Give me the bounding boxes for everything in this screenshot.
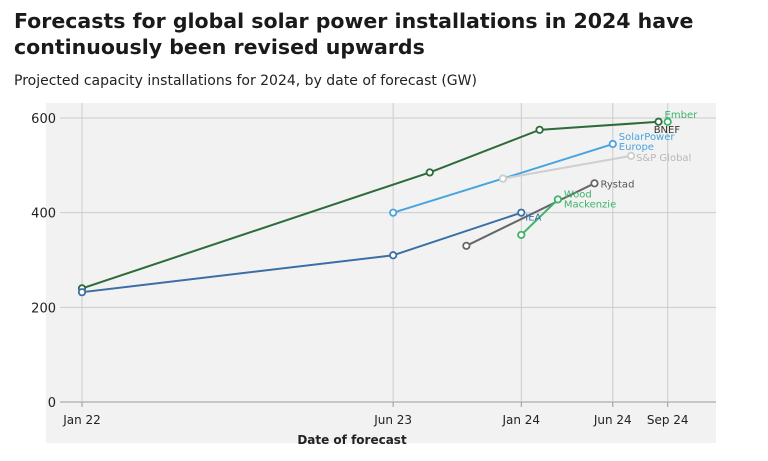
series-label-line: Mackenzie xyxy=(564,199,616,210)
data-point xyxy=(77,288,87,297)
data-point xyxy=(626,151,636,160)
x-tick-label: Jun 24 xyxy=(593,413,632,427)
series-label-solarpower-europe: SolarPower Europe xyxy=(619,132,676,153)
series-label-line: BNEF xyxy=(654,125,681,136)
data-point xyxy=(389,208,398,217)
y-tick-label: 0 xyxy=(48,396,56,411)
grid-lines xyxy=(60,103,716,403)
chart-subtitle: Projected capacity installations for 202… xyxy=(14,73,477,89)
data-point xyxy=(654,117,663,126)
series-label-iea: IEA xyxy=(525,213,541,224)
data-point xyxy=(590,179,599,188)
series-line-rystad xyxy=(465,182,595,247)
series-label-s-p-global: S&P Global xyxy=(636,153,691,164)
x-tick-label: Jan 24 xyxy=(501,413,540,427)
data-point xyxy=(425,168,434,177)
chart-title: Forecasts for global solar power install… xyxy=(14,9,694,59)
x-tick-label: Jan 22 xyxy=(62,413,101,427)
y-tick-label: 600 xyxy=(31,112,56,127)
data-point xyxy=(517,208,526,217)
data-point xyxy=(389,251,398,260)
data-point xyxy=(498,174,508,183)
series-line-wood-mackenzie xyxy=(520,198,559,236)
data-point xyxy=(517,230,526,240)
data-point xyxy=(462,241,471,250)
series-line-s-p-global xyxy=(502,154,632,180)
series-label-wood-mackenzie: Wood Mackenzie xyxy=(564,189,616,210)
series-label-line: Rystad xyxy=(600,179,634,190)
plot-background xyxy=(46,103,716,443)
y-tick-label: 400 xyxy=(31,207,56,222)
series-lines xyxy=(77,117,672,297)
y-tick-label: 200 xyxy=(31,301,56,316)
series-label-line: S&P Global xyxy=(636,153,691,164)
data-point xyxy=(663,117,672,126)
series-label-line: SolarPower xyxy=(619,132,676,143)
series-label-line: Wood xyxy=(564,189,592,200)
axes: 0 200 400 600 Jan 22 Jun 23 Jan 24 Jun 24 Sep 24 xyxy=(31,112,688,427)
series-label-line: Europe xyxy=(619,142,654,153)
data-point xyxy=(553,195,562,204)
data-point xyxy=(608,139,617,149)
series-label-ember: Ember xyxy=(665,110,699,121)
data-point xyxy=(535,125,544,134)
series-label-line: Ember xyxy=(665,110,699,121)
x-axis-label: Date of forecast xyxy=(297,433,407,447)
series-label-bnef: BNEF xyxy=(654,125,681,136)
x-tick-label: Jun 23 xyxy=(373,413,412,427)
series-line-ember xyxy=(81,120,659,290)
series-label-rystad: Rystad xyxy=(600,179,634,190)
series-label-line: IEA xyxy=(525,213,541,224)
x-tick-label: Sep 24 xyxy=(647,413,689,427)
